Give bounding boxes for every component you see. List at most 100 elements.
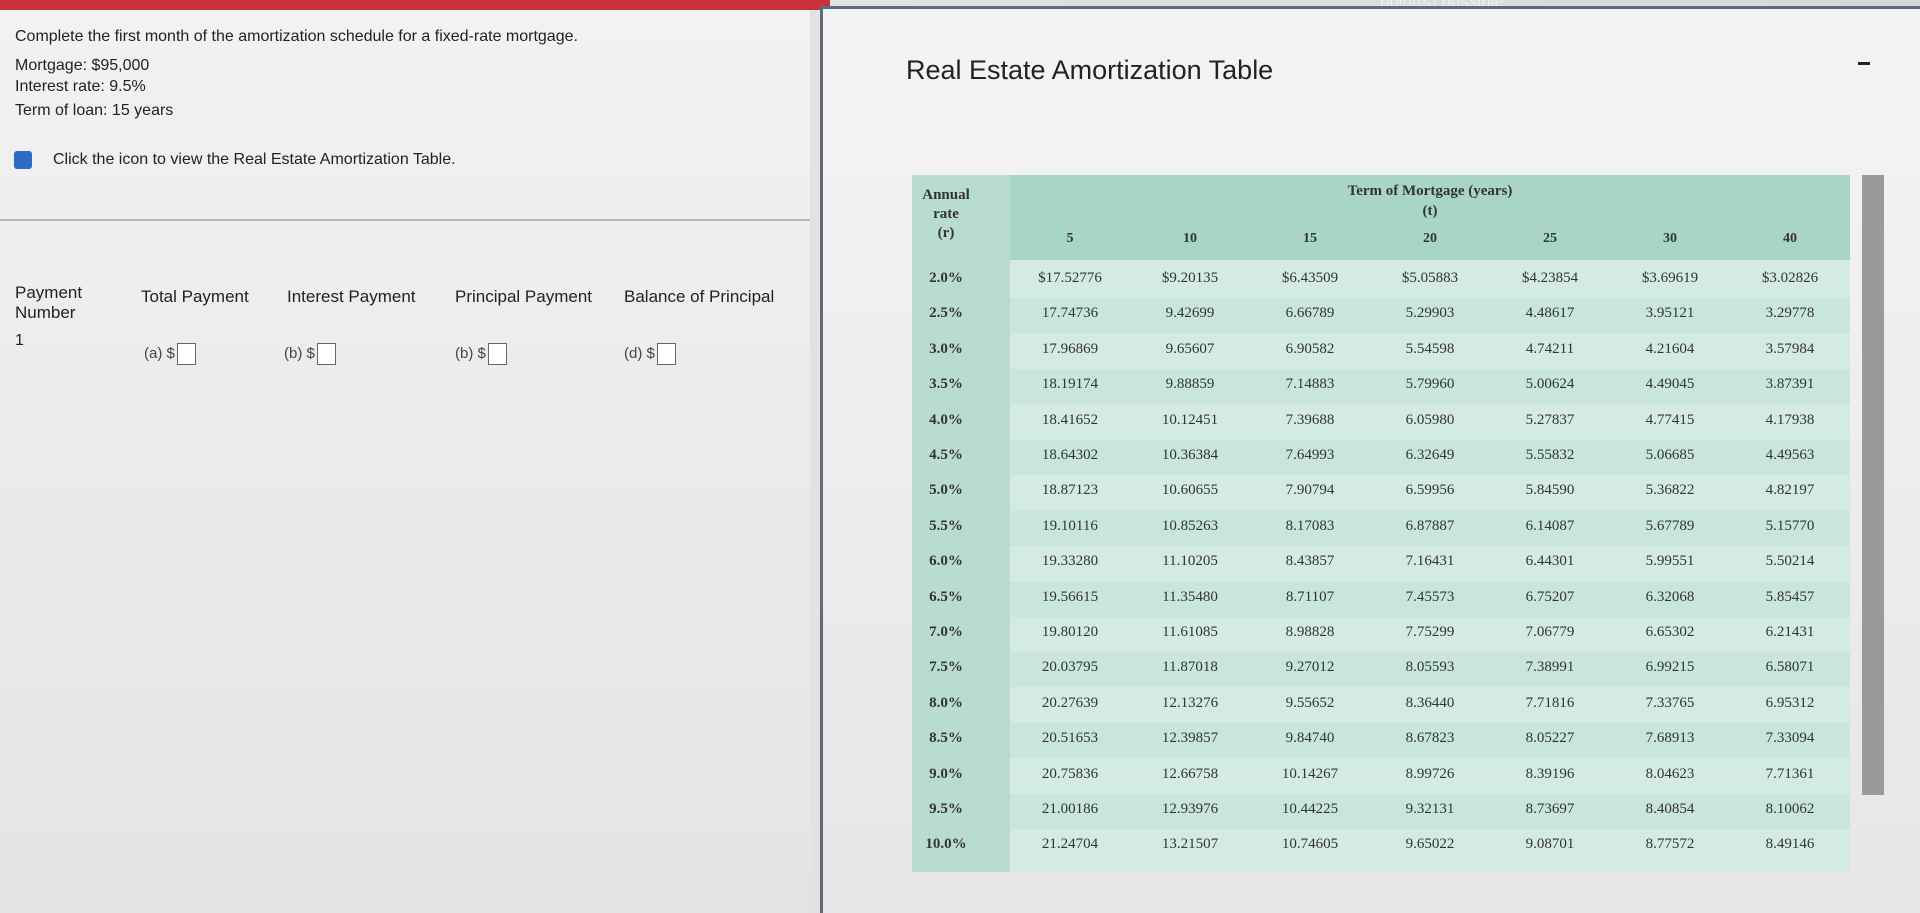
schedule-header: Principal Payment	[455, 287, 593, 306]
factor-value: 11.35480	[1162, 588, 1218, 605]
answer-field: (d) $	[624, 343, 676, 365]
factor-value: 7.33765	[1645, 694, 1695, 711]
factor-value: 21.24704	[1041, 836, 1099, 853]
factor-value: 19.80120	[1041, 624, 1099, 640]
factor-value: 4.82197	[1765, 482, 1815, 499]
row-bg	[1010, 794, 1850, 829]
factor-value: 8.67823	[1405, 730, 1455, 747]
factor-value: 5.27837	[1525, 411, 1575, 428]
factor-value: 3.57984	[1765, 340, 1815, 357]
factor-value: $4.23854	[1521, 270, 1579, 286]
factor-value: 7.45573	[1405, 588, 1455, 605]
factor-value: 7.06779	[1525, 624, 1575, 640]
row-bg	[1010, 510, 1850, 546]
field-label: (a) $	[144, 345, 175, 363]
rate-value: 9.0%	[929, 765, 963, 782]
factor-value: 8.10062	[1765, 801, 1815, 817]
factor-value: 5.36822	[1645, 482, 1695, 499]
factor-value: 5.50214	[1765, 553, 1815, 570]
factor-value: 4.49045	[1645, 376, 1695, 393]
icon-text[interactable]: Click the icon to view the Real Estate A…	[53, 151, 456, 168]
minimize[interactable]	[1858, 62, 1870, 65]
term-label: 15	[1303, 231, 1317, 246]
table-title: Real Estate Amortization Table	[906, 55, 1274, 85]
factor-value: 7.64993	[1285, 447, 1335, 463]
factor-value: 8.71107	[1285, 588, 1335, 605]
term-label: 25	[1543, 231, 1557, 246]
factor-value: 20.75836	[1041, 765, 1099, 782]
question-panel: Complete the first month of the amortiza…	[0, 0, 810, 913]
factor-value: 6.58071	[1765, 659, 1815, 676]
rate-value: 8.0%	[929, 694, 963, 711]
factor-value: 3.87391	[1765, 376, 1815, 393]
row-bg	[1010, 369, 1850, 405]
factor-value: 8.43857	[1285, 553, 1335, 570]
input-box[interactable]	[176, 343, 196, 365]
factor-value: 7.71816	[1525, 694, 1575, 711]
row-bg	[1010, 298, 1850, 334]
header-bg	[912, 175, 1850, 260]
factor-value: 4.74211	[1525, 340, 1575, 357]
factor-value: 6.75207	[1525, 588, 1575, 605]
factor-value: 5.85457	[1765, 588, 1815, 605]
scrollbar[interactable]	[1862, 175, 1884, 795]
factor-value: 6.65302	[1645, 624, 1695, 640]
rate-value: 7.5%	[929, 659, 963, 676]
term-label: 20	[1423, 231, 1437, 246]
factor-value: 8.73697	[1525, 801, 1575, 817]
factor-value: 7.39688	[1285, 411, 1335, 428]
factor-value: 5.29903	[1405, 305, 1455, 322]
factor-value: 5.06685	[1645, 447, 1695, 463]
factor-value: $9.20135	[1161, 270, 1219, 286]
rate-value: 9.5%	[929, 801, 963, 817]
factor-value: 8.98828	[1285, 624, 1335, 640]
rate-value: 10.0%	[925, 836, 967, 853]
row-bg	[1010, 652, 1850, 688]
factor-value: 5.54598	[1405, 340, 1455, 357]
factor-value: 8.77572	[1645, 836, 1695, 853]
input-box[interactable]	[316, 343, 336, 365]
factor-value: 9.42699	[1165, 305, 1215, 322]
field-label: (d) $	[624, 345, 655, 363]
term-label: 5	[1066, 231, 1074, 246]
term-label: 30	[1663, 231, 1677, 246]
factor-value: 18.41652	[1041, 411, 1099, 428]
factor-value: 19.10116	[1042, 517, 1098, 534]
divider	[0, 219, 810, 221]
factor-value: 6.14087	[1525, 517, 1575, 534]
term-label: 10	[1183, 231, 1197, 246]
factor-value: 6.87887	[1405, 517, 1455, 534]
term-label: 40	[1783, 231, 1797, 246]
amortization-table: Annual rate (r) Term of Mortgage (years) (t)…	[912, 175, 1850, 872]
factor-value: 12.13276	[1161, 694, 1219, 711]
factor-value: 5.55832	[1525, 447, 1575, 463]
input-box[interactable]	[656, 343, 676, 365]
rate-value: 3.5%	[929, 376, 963, 393]
factor-value: $3.02826	[1761, 270, 1819, 286]
factor-value: 7.90794	[1285, 482, 1335, 499]
factor-value: 8.39196	[1525, 765, 1575, 782]
input-box[interactable]	[487, 343, 507, 365]
factor-value: 9.65022	[1405, 836, 1455, 853]
factor-value: 6.99215	[1645, 659, 1695, 676]
field-label: (b) $	[455, 345, 486, 363]
table-icon[interactable]	[14, 151, 32, 169]
rate-value: 8.5%	[929, 730, 963, 747]
factor-value: 4.21604	[1645, 340, 1695, 357]
rate-col-bg	[912, 175, 1010, 872]
instruction: Complete the first month of the amortiza…	[15, 28, 578, 45]
term: Term of loan: 15 years	[15, 102, 174, 119]
factor-value: 3.95121	[1645, 305, 1695, 322]
factor-value: 4.49563	[1765, 447, 1815, 463]
factor-value: 9.65607	[1165, 340, 1215, 357]
factor-value: 21.00186	[1041, 801, 1099, 817]
factor-value: 11.61085	[1162, 624, 1218, 640]
factor-value: 17.96869	[1041, 340, 1099, 357]
schedule-header: Payment Number	[15, 283, 83, 322]
rate-header: (r)	[937, 225, 955, 241]
rate-value: 6.5%	[929, 588, 963, 605]
factor-value: 19.56615	[1041, 588, 1099, 605]
answer-field: (b) $	[284, 343, 336, 365]
factor-value: 17.74736	[1041, 305, 1099, 322]
